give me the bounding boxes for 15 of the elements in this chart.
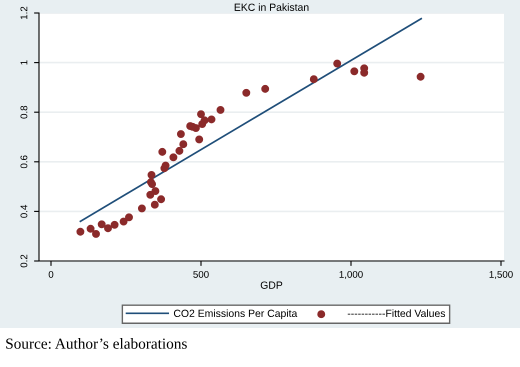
y-tick-label: 0.6 (20, 155, 28, 168)
y-tick-label: 0.2 (20, 254, 28, 268)
x-tick-label: 0 (48, 270, 54, 278)
y-tick-label: 0.8 (20, 106, 28, 119)
x-tick-label: 1,000 (340, 270, 363, 280)
x-axis-title: GDP (260, 281, 282, 289)
y-tick-label: 1.2 (20, 6, 28, 20)
source-note: Source: Author’s elaborations (6, 338, 187, 349)
legend-label: -----------Fitted Values (348, 309, 446, 318)
chart-title: EKC in Pakistan (234, 3, 308, 11)
y-tick-label: 1 (20, 60, 28, 65)
x-tick-label: 1,500 (490, 270, 513, 280)
y-tick-label: 0.4 (20, 204, 28, 218)
legend-label: CO2 Emissions Per Capita (174, 309, 298, 320)
x-tick-label: 500 (193, 270, 209, 278)
